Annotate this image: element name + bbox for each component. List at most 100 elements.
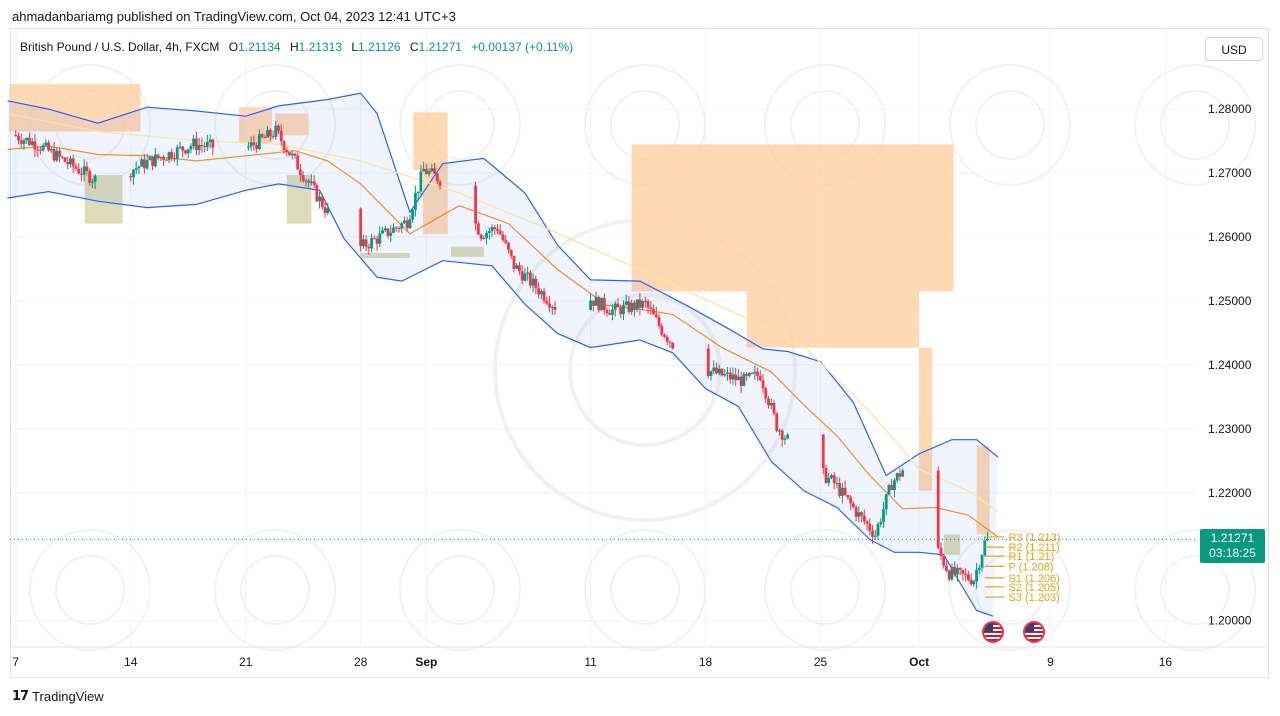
candle-body: [627, 301, 631, 312]
candle-body: [890, 485, 894, 491]
candle-body: [205, 142, 209, 147]
candle-body: [843, 487, 847, 495]
candle-body: [742, 374, 746, 386]
candle-body: [326, 208, 330, 214]
candle-body: [392, 227, 395, 233]
candle-body: [438, 181, 442, 186]
candle-body: [728, 372, 732, 380]
candle-body: [862, 515, 866, 522]
supply-zone: [9, 84, 141, 132]
candle-body: [876, 524, 880, 536]
seal-ring: [399, 529, 521, 651]
supply-zone: [631, 144, 954, 292]
candle-body: [309, 181, 313, 183]
chart-frame: [10, 28, 1269, 678]
candle-body: [19, 140, 23, 144]
low-value: 1.21126: [358, 40, 401, 54]
seal-ring: [949, 64, 1071, 186]
candle-body: [758, 375, 762, 381]
candle-body: [849, 497, 853, 504]
candle-body: [164, 159, 168, 161]
candle-body: [145, 160, 149, 169]
candle-body: [271, 136, 275, 138]
candle-body: [143, 159, 146, 169]
demand-zone: [286, 174, 312, 224]
candle-body: [632, 302, 636, 310]
high-label: H: [289, 40, 299, 54]
candle-body: [654, 314, 658, 318]
candle-body: [643, 301, 647, 303]
candle-body: [137, 166, 141, 169]
candle-body: [953, 566, 957, 575]
y-tick-label: 1.20000: [1208, 614, 1252, 628]
candle-body: [507, 242, 510, 250]
seal-inner-ring: [425, 555, 495, 625]
us-flag-event-icon[interactable]: [981, 621, 1004, 643]
candle-body: [772, 402, 776, 414]
candle-body: [879, 521, 883, 525]
candle-body: [211, 139, 215, 148]
seal-ring: [764, 529, 886, 651]
candle-body: [534, 278, 538, 289]
candle-body: [723, 373, 727, 376]
candle-body: [288, 152, 291, 156]
watermark-seal: [1134, 64, 1256, 186]
open-label: O: [228, 40, 239, 54]
candle-body: [964, 573, 968, 575]
candle-body: [433, 168, 436, 174]
candle-body: [427, 171, 431, 175]
candle-body: [778, 430, 781, 432]
pivot-label: R2 (1.211): [1008, 542, 1059, 554]
currency-button[interactable]: USD: [1205, 37, 1263, 61]
candle-body: [873, 535, 877, 537]
candle-body: [726, 372, 729, 374]
candle-body: [887, 485, 891, 495]
candles-layer[interactable]: [10, 121, 1195, 589]
x-tick-label: 16: [1159, 655, 1173, 669]
pivot-label: S2 (1.205): [1008, 582, 1059, 594]
x-tick-label: 9: [1047, 655, 1054, 669]
tradingview-brand[interactable]: 𝟭𝟳 TradingView: [12, 688, 104, 704]
candle-body: [657, 317, 661, 326]
candle-body: [400, 223, 404, 229]
candle-body: [33, 141, 37, 150]
candle-body: [882, 509, 885, 522]
candle-body: [487, 231, 491, 233]
seal-ring: [1134, 64, 1256, 186]
candle-body: [548, 303, 551, 308]
high-value: 1.21313: [298, 40, 342, 54]
us-flag-event-icon[interactable]: [1023, 621, 1046, 643]
symbol-legend: British Pound / U.S. Dollar, 4h, FXCM O 1…: [20, 40, 573, 54]
candle-body: [63, 157, 67, 163]
supply-zone: [413, 112, 448, 170]
candle-body: [895, 473, 899, 481]
candle-body: [898, 473, 902, 477]
candle-body: [868, 523, 872, 531]
candle-body: [178, 146, 182, 148]
candle-body: [378, 233, 382, 244]
candle-body: [422, 168, 426, 172]
brand-name: TradingView: [32, 688, 104, 704]
watermark-seal: [399, 529, 521, 651]
seal-inner-ring: [975, 555, 1045, 625]
time-axis[interactable]: 7 14 21 28 Sep 11 18 25 Oct 9 16: [10, 646, 1268, 669]
candle-body: [734, 374, 738, 381]
price-axis[interactable]: 1.28000 1.27000 1.26000 1.25000 1.24000 1.230…: [1208, 102, 1252, 628]
x-tick-label: 11: [584, 655, 597, 669]
candle-body: [414, 193, 417, 210]
pivot-label: S1 (1.206): [1008, 573, 1059, 585]
candle-body: [865, 521, 869, 524]
publish-line: ahmadanbariamg published on TradingView.…: [12, 9, 456, 24]
candle-body: [279, 131, 283, 142]
candle-body: [550, 306, 554, 308]
x-tick-label: 28: [354, 655, 368, 669]
candle-body: [832, 475, 836, 484]
x-tick-label: 18: [699, 655, 713, 669]
candle-body: [767, 398, 770, 406]
candle-body: [706, 348, 710, 376]
candle-body: [589, 300, 592, 310]
candle-body: [600, 297, 603, 311]
symbol-title[interactable]: British Pound / U.S. Dollar, 4h, FXCM: [20, 40, 220, 54]
candle-body: [824, 468, 828, 483]
